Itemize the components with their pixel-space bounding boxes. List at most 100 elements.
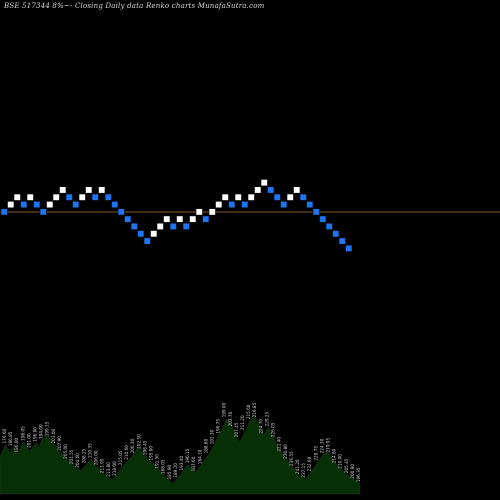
renko-brick-down: [0, 208, 8, 216]
volume-label: 215.60: [246, 404, 251, 419]
volume-label: 189.20: [173, 463, 178, 478]
volume-label: 207.45: [234, 422, 239, 437]
volume-label: 198.45: [142, 440, 147, 455]
renko-brick-up: [85, 186, 93, 194]
volume-label: 219.95: [325, 438, 330, 453]
volume-label: 236.55: [289, 451, 294, 466]
renko-brick-up: [221, 193, 229, 201]
renko-brick-down: [111, 201, 119, 209]
renko-brick-up: [150, 230, 158, 238]
renko-brick-up: [215, 201, 223, 209]
renko-brick-down: [65, 193, 73, 201]
volume-label: 226.05: [271, 422, 276, 437]
volume-label: 210.60: [124, 445, 129, 460]
renko-brick-up: [286, 193, 294, 201]
volume-label: 211.95: [100, 458, 105, 473]
renko-brick-up: [234, 193, 242, 201]
renko-brick-up: [78, 193, 86, 201]
volume-label: 199.15: [45, 421, 50, 436]
volume-label: 198.05: [20, 426, 25, 441]
volume-label: 205.00: [63, 444, 68, 459]
volume-label: 205.45: [344, 458, 349, 473]
volume-label: 196.35: [356, 467, 361, 482]
renko-brick-down: [345, 244, 353, 252]
renko-brick-down: [241, 201, 249, 209]
renko-brick-up: [156, 222, 164, 230]
renko-brick-down: [20, 201, 28, 209]
renko-brick-up: [26, 193, 34, 201]
renko-brick-down: [228, 201, 236, 209]
renko-brick-up: [247, 193, 255, 201]
volume-label: 237.15: [301, 463, 306, 478]
volume-label: 188.05: [161, 459, 166, 474]
renko-brick-down: [39, 208, 47, 216]
volume-label: 208.25: [81, 448, 86, 463]
renko-brick-down: [273, 193, 281, 201]
volume-label: 187.60: [191, 456, 196, 471]
renko-brick-down: [280, 201, 288, 209]
renko-brick-up: [189, 215, 197, 223]
volume-label: 199.00: [222, 402, 227, 417]
renko-brick-down: [104, 193, 112, 201]
volume-label: 193.40: [179, 456, 184, 471]
volume-label: 228.75: [313, 446, 318, 461]
volume-label: 207.90: [57, 436, 62, 451]
volume-label: 210.35: [87, 443, 92, 458]
renko-brick-up: [13, 193, 21, 201]
volume-label: 229.25: [264, 411, 269, 426]
volume-label: 185.90: [167, 465, 172, 480]
volume-label: 204.60: [75, 453, 80, 468]
volume-label: 211.20: [240, 415, 245, 430]
renko-brick-up: [98, 186, 106, 194]
volume-label: 206.30: [130, 438, 135, 453]
renko-brick-down: [299, 193, 307, 201]
renko-brick-up: [195, 208, 203, 216]
volume-label: 186.00: [14, 438, 19, 453]
volume-area: [0, 414, 361, 495]
volume-label: 194.00: [39, 424, 44, 439]
renko-brick-down: [72, 201, 80, 209]
volume-label: 191.50: [155, 454, 160, 469]
renko-brick-down: [306, 201, 314, 209]
renko-bricks: [0, 179, 353, 252]
renko-brick-down: [267, 186, 275, 194]
volume-label: 219.85: [252, 402, 257, 417]
renko-brick-down: [325, 222, 333, 230]
volume-label: 215.05: [118, 450, 123, 465]
renko-brick-down: [338, 237, 346, 245]
volume-label: 206.00: [94, 450, 99, 465]
renko-brick-down: [124, 215, 132, 223]
renko-brick-down: [182, 222, 190, 230]
renko-brick-down: [143, 237, 151, 245]
renko-brick-down: [332, 230, 340, 238]
renko-brick-down: [319, 215, 327, 223]
volume-label: 200.80: [350, 464, 355, 479]
renko-brick-down: [130, 222, 138, 230]
volume-label: 241.20: [295, 459, 300, 474]
renko-brick-up: [46, 201, 54, 209]
volume-label: 203.00: [51, 429, 56, 444]
volume-label: 190.15: [185, 448, 190, 463]
volume-label: 184.10: [197, 449, 202, 464]
volume-label: 230.80: [283, 444, 288, 459]
volume-label: 195.00: [148, 446, 153, 461]
volume-label: 201.55: [69, 449, 74, 464]
renko-brick-up: [176, 215, 184, 223]
renko-brick-up: [208, 208, 216, 216]
volume-label: 221.40: [277, 437, 282, 452]
volume-label: 202.50: [136, 434, 141, 449]
volume-label: 188.80: [203, 438, 208, 453]
renko-brick-up: [52, 193, 60, 201]
volume-label: 232.60: [307, 456, 312, 471]
renko-brick-up: [7, 201, 15, 209]
renko-brick-down: [312, 208, 320, 216]
volume-label: 224.70: [258, 419, 263, 434]
renko-brick-up: [59, 186, 67, 194]
renko-brick-up: [163, 215, 171, 223]
volume-label: 213.80: [106, 462, 111, 477]
renko-brick-up: [260, 179, 268, 187]
volume-label: 203.70: [228, 411, 233, 426]
volume-label: 196.75: [216, 419, 221, 434]
